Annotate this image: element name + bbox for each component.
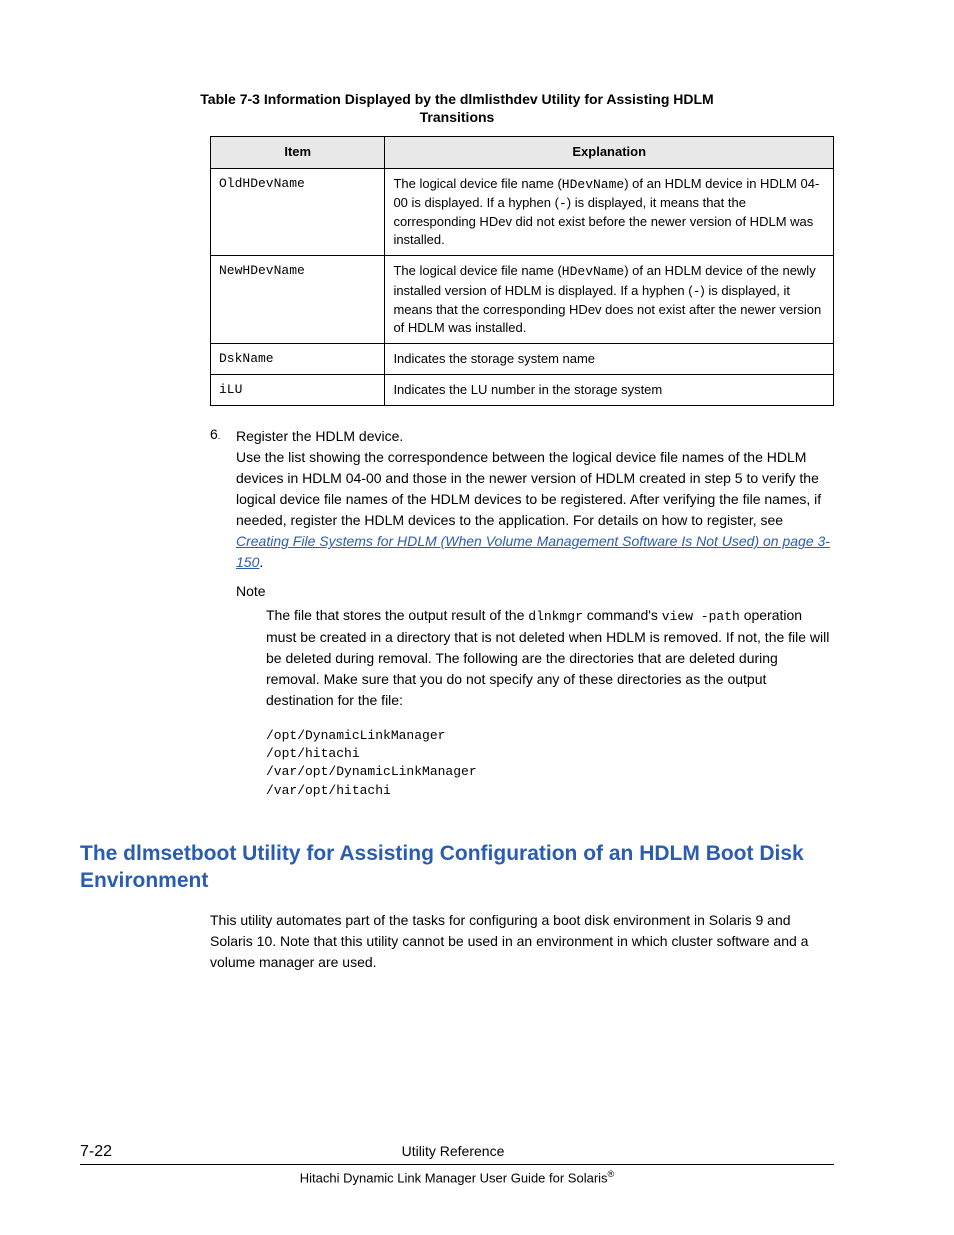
page-footer: 7-22 Utility Reference Hitachi Dynamic L… — [80, 1143, 834, 1185]
section-body: This utility automates part of the tasks… — [210, 910, 834, 973]
xref-link[interactable]: Creating File Systems for HDLM (When Vol… — [236, 533, 830, 570]
th-explanation: Explanation — [385, 137, 834, 168]
table-row: OldHDevName The logical device file name… — [211, 168, 834, 256]
code: HDevName — [562, 264, 624, 279]
table-row: iLU Indicates the LU number in the stora… — [211, 375, 834, 406]
text: . — [259, 554, 263, 570]
cell-explanation: The logical device file name (HDevName) … — [385, 256, 834, 344]
cell-explanation: The logical device file name (HDevName) … — [385, 168, 834, 256]
th-item: Item — [211, 137, 385, 168]
code: dlnkmgr — [528, 609, 583, 624]
cell-explanation: Indicates the storage system name — [385, 344, 834, 375]
table-row: DskName Indicates the storage system nam… — [211, 344, 834, 375]
code-block: /opt/DynamicLinkManager /opt/hitachi /va… — [266, 727, 834, 800]
page-number: 7-22 — [80, 1143, 112, 1161]
step-number: 6. — [210, 426, 236, 573]
cell-explanation: Indicates the LU number in the storage s… — [385, 375, 834, 406]
cell-item: DskName — [211, 344, 385, 375]
footer-subtitle: Hitachi Dynamic Link Manager User Guide … — [80, 1169, 834, 1185]
section-heading: The dlmsetboot Utility for Assisting Con… — [80, 840, 834, 895]
step-body: Register the HDLM device. Use the list s… — [236, 426, 834, 573]
cell-item: OldHDevName — [211, 168, 385, 256]
text: The logical device file name ( — [393, 176, 561, 191]
footer-title: Utility Reference — [112, 1143, 794, 1159]
text: command's — [583, 607, 662, 623]
text: The file that stores the output result o… — [266, 607, 528, 623]
text: The logical device file name ( — [393, 263, 561, 278]
table-row: NewHDevName The logical device file name… — [211, 256, 834, 344]
code: - — [559, 196, 567, 211]
code: HDevName — [562, 177, 624, 192]
step-6: 6. Register the HDLM device. Use the lis… — [210, 426, 834, 573]
cell-item: iLU — [211, 375, 385, 406]
step-title: Register the HDLM device. — [236, 428, 403, 444]
note-label: Note — [236, 583, 834, 599]
text: Use the list showing the correspondence … — [236, 449, 821, 528]
info-table: Item Explanation OldHDevName The logical… — [210, 136, 834, 406]
note-body: The file that stores the output result o… — [266, 605, 834, 711]
cell-item: NewHDevName — [211, 256, 385, 344]
code: view -path — [662, 609, 740, 624]
table-caption: Table 7-3 Information Displayed by the d… — [80, 90, 834, 126]
